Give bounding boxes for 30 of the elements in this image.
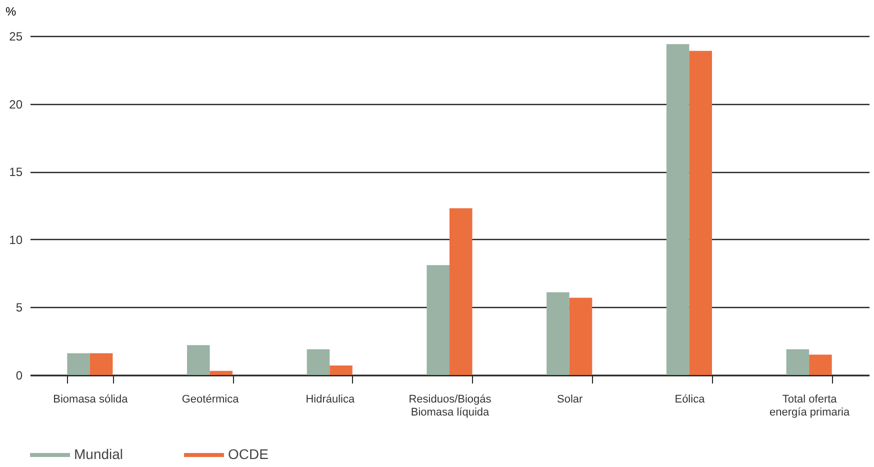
bar	[90, 353, 113, 375]
x-tick-label: Total oferta energía primaria	[770, 394, 850, 418]
y-tick-label: 20	[9, 97, 23, 112]
bar	[426, 265, 450, 375]
y-tick-label: 10	[9, 232, 23, 247]
bar	[786, 349, 810, 375]
x-tick-label: Residuos/Biogás Biomasa líquida	[408, 394, 492, 418]
bar	[210, 370, 233, 375]
bar	[450, 208, 472, 375]
bar	[689, 50, 712, 375]
y-axis-title: %	[6, 4, 16, 18]
bar	[67, 353, 90, 375]
x-tick-label: Eólica	[674, 394, 706, 406]
bar	[666, 44, 690, 375]
legend-label: OCDE	[228, 446, 268, 462]
y-tick-label: 25	[9, 30, 23, 44]
y-tick-label: 0	[16, 368, 23, 382]
bar	[306, 349, 330, 375]
y-tick-label: 5	[16, 300, 23, 315]
legend-label: Mundial	[74, 446, 124, 462]
x-tick-label: Hidráulica	[306, 394, 356, 406]
x-tick-label: Solar	[557, 394, 584, 406]
bar	[546, 292, 570, 375]
bar	[569, 298, 592, 375]
x-tick-label: Geotérmica	[182, 394, 240, 406]
bar	[809, 354, 832, 375]
x-tick-label: Biomasa sólida	[53, 394, 129, 406]
bar	[187, 345, 210, 375]
y-tick-label: 15	[9, 165, 23, 180]
bar	[330, 366, 352, 375]
